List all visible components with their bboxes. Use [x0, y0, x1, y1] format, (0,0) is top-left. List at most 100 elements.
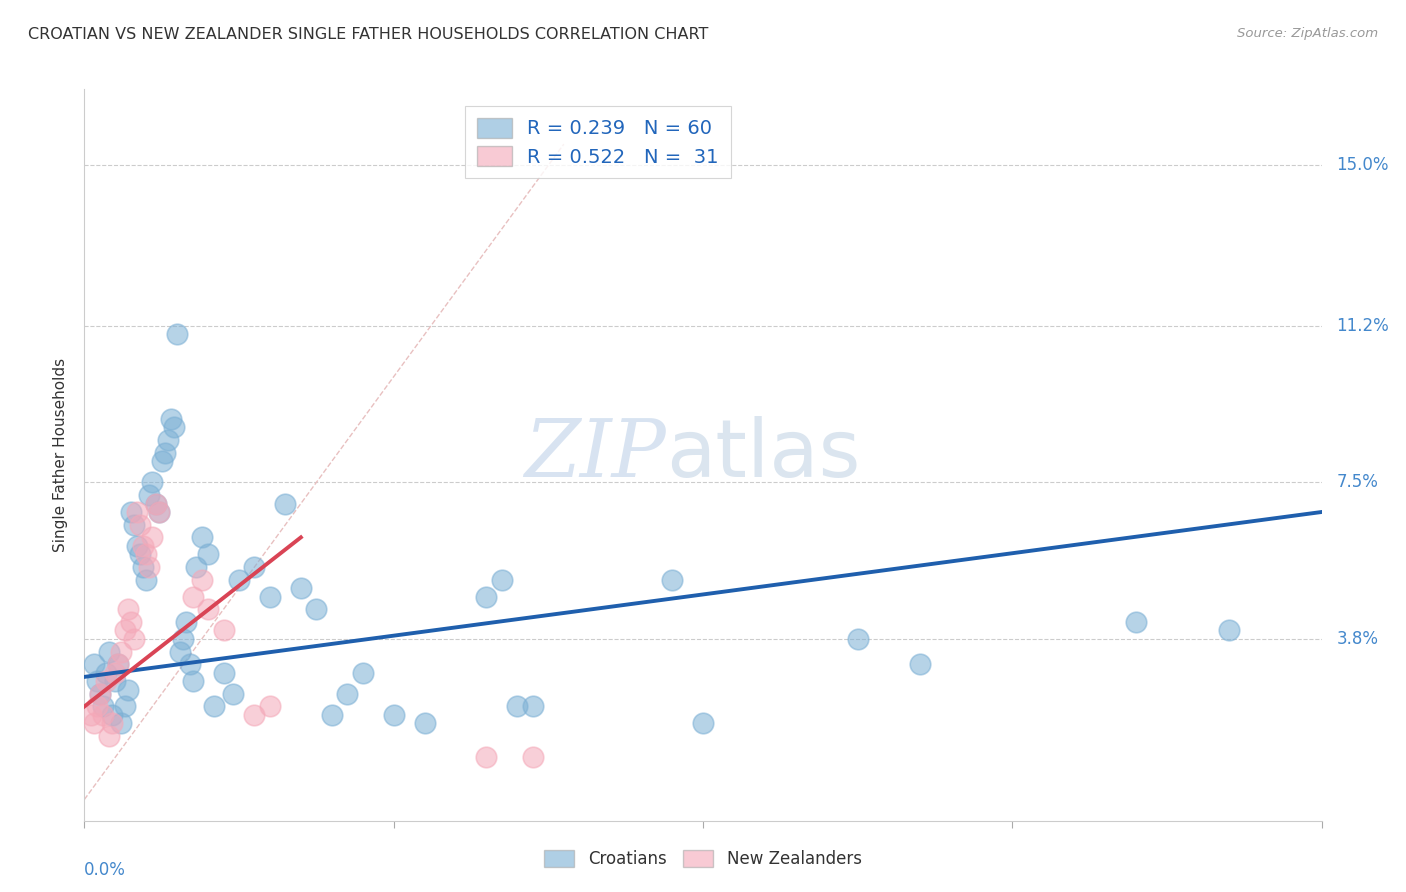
- Point: [148, 505, 170, 519]
- Point: [259, 590, 281, 604]
- Point: [145, 497, 167, 511]
- Text: Source: ZipAtlas.com: Source: ZipAtlas.com: [1237, 27, 1378, 40]
- Point: [382, 708, 405, 723]
- Point: [107, 657, 129, 672]
- Point: [114, 624, 136, 638]
- Y-axis label: Single Father Households: Single Father Households: [53, 358, 69, 552]
- Point: [94, 665, 117, 680]
- Point: [148, 505, 170, 519]
- Point: [212, 624, 235, 638]
- Point: [138, 488, 160, 502]
- Point: [191, 530, 214, 544]
- Point: [222, 687, 245, 701]
- Point: [91, 699, 114, 714]
- Point: [163, 420, 186, 434]
- Point: [522, 750, 544, 764]
- Point: [336, 687, 359, 701]
- Point: [86, 674, 108, 689]
- Point: [160, 412, 183, 426]
- Point: [491, 573, 513, 587]
- Point: [125, 539, 148, 553]
- Point: [212, 665, 235, 680]
- Point: [132, 539, 155, 553]
- Point: [86, 699, 108, 714]
- Text: 7.5%: 7.5%: [1337, 474, 1378, 491]
- Point: [846, 632, 869, 646]
- Point: [179, 657, 201, 672]
- Point: [522, 699, 544, 714]
- Point: [89, 687, 111, 701]
- Point: [1218, 624, 1240, 638]
- Point: [172, 632, 194, 646]
- Point: [94, 674, 117, 689]
- Point: [692, 716, 714, 731]
- Point: [122, 517, 145, 532]
- Text: 0.0%: 0.0%: [84, 861, 127, 879]
- Point: [181, 674, 204, 689]
- Point: [321, 708, 343, 723]
- Text: CROATIAN VS NEW ZEALANDER SINGLE FATHER HOUSEHOLDS CORRELATION CHART: CROATIAN VS NEW ZEALANDER SINGLE FATHER …: [28, 27, 709, 42]
- Point: [114, 699, 136, 714]
- Legend: R = 0.239   N = 60, R = 0.522   N =  31: R = 0.239 N = 60, R = 0.522 N = 31: [465, 106, 731, 178]
- Point: [83, 716, 105, 731]
- Point: [107, 657, 129, 672]
- Point: [104, 674, 127, 689]
- Point: [169, 644, 191, 658]
- Point: [110, 716, 132, 731]
- Point: [120, 505, 142, 519]
- Point: [132, 560, 155, 574]
- Point: [122, 632, 145, 646]
- Point: [135, 573, 157, 587]
- Point: [413, 716, 436, 731]
- Text: ZIP: ZIP: [524, 417, 666, 493]
- Point: [91, 708, 114, 723]
- Point: [197, 547, 219, 561]
- Point: [228, 573, 250, 587]
- Point: [156, 433, 179, 447]
- Text: 11.2%: 11.2%: [1337, 317, 1389, 335]
- Point: [83, 657, 105, 672]
- Point: [129, 547, 152, 561]
- Point: [101, 708, 124, 723]
- Point: [89, 687, 111, 701]
- Point: [475, 590, 498, 604]
- Text: atlas: atlas: [666, 416, 860, 494]
- Point: [101, 716, 124, 731]
- Point: [110, 644, 132, 658]
- Point: [129, 517, 152, 532]
- Point: [135, 547, 157, 561]
- Point: [908, 657, 931, 672]
- Point: [197, 602, 219, 616]
- Legend: Croatians, New Zealanders: Croatians, New Zealanders: [537, 843, 869, 875]
- Point: [506, 699, 529, 714]
- Point: [176, 615, 198, 629]
- Point: [79, 708, 101, 723]
- Point: [290, 581, 312, 595]
- Point: [117, 602, 139, 616]
- Point: [153, 446, 176, 460]
- Point: [243, 708, 266, 723]
- Point: [145, 497, 167, 511]
- Point: [243, 560, 266, 574]
- Point: [166, 327, 188, 342]
- Point: [352, 665, 374, 680]
- Point: [181, 590, 204, 604]
- Point: [305, 602, 328, 616]
- Point: [202, 699, 225, 714]
- Point: [661, 573, 683, 587]
- Point: [274, 497, 297, 511]
- Point: [98, 644, 121, 658]
- Point: [141, 530, 163, 544]
- Point: [98, 729, 121, 743]
- Text: 15.0%: 15.0%: [1337, 156, 1389, 174]
- Point: [125, 505, 148, 519]
- Point: [141, 475, 163, 490]
- Point: [120, 615, 142, 629]
- Text: 3.8%: 3.8%: [1337, 630, 1378, 648]
- Point: [191, 573, 214, 587]
- Point: [150, 454, 173, 468]
- Point: [117, 682, 139, 697]
- Point: [259, 699, 281, 714]
- Point: [138, 560, 160, 574]
- Point: [475, 750, 498, 764]
